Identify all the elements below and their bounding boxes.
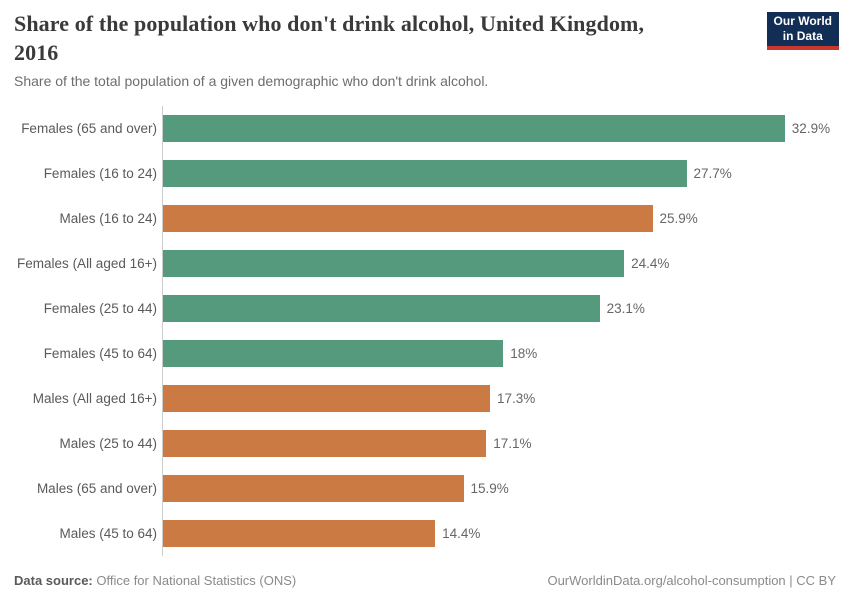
chart-row: Females (16 to 24) 27.7% [0, 151, 850, 196]
bar-track: 27.7% [162, 151, 850, 196]
category-label: Females (All aged 16+) [17, 256, 157, 271]
value-label: 17.1% [493, 436, 532, 451]
category-label: Males (All aged 16+) [32, 391, 157, 406]
category-label: Females (16 to 24) [43, 166, 157, 181]
bar-track: 24.4% [162, 241, 850, 286]
owid-logo-line1: Our World [773, 14, 832, 28]
bar-chart: Females (65 and over) 32.9% Females (16 to… [0, 106, 850, 556]
data-source-label: Data source: [14, 573, 93, 588]
data-source: Data source: Office for National Statist… [14, 573, 296, 588]
category-label: Males (45 to 64) [59, 526, 157, 541]
bar-track: 15.9% [162, 466, 850, 511]
chart-row: Females (25 to 44) 23.1% [0, 286, 850, 331]
chart-row: Males (65 and over) 15.9% [0, 466, 850, 511]
category-label: Females (25 to 44) [43, 301, 157, 316]
bar[interactable] [163, 385, 490, 412]
bar[interactable] [163, 295, 600, 322]
value-label: 32.9% [791, 121, 831, 136]
page-title-line2: 2016 [14, 40, 59, 65]
bar[interactable] [163, 430, 487, 457]
chart-row: Females (65 and over) 32.9% [0, 106, 850, 151]
chart-row: Males (16 to 24) 25.9% [0, 196, 850, 241]
category-label: Males (16 to 24) [59, 211, 157, 226]
category-label: Females (65 and over) [21, 121, 157, 136]
chart-row: Females (45 to 64) 18% [0, 331, 850, 376]
value-label: 15.9% [470, 481, 509, 496]
value-label: 24.4% [631, 256, 670, 271]
bar-track: 18% [162, 331, 850, 376]
bar[interactable] [163, 520, 436, 547]
value-label: 18% [510, 346, 538, 361]
page-title: Share of the population who don't drink … [14, 9, 644, 67]
value-label: 23.1% [606, 301, 645, 316]
bar-track: 17.1% [162, 421, 850, 466]
page-title-line1: Share of the population who don't drink … [14, 11, 645, 36]
chart-footer: Data source: Office for National Statist… [14, 573, 836, 588]
value-label: 27.7% [693, 166, 732, 181]
bar[interactable] [163, 340, 504, 367]
value-label: 14.4% [442, 526, 481, 541]
bar-track: 17.3% [162, 376, 850, 421]
chart-subtitle: Share of the total population of a given… [14, 73, 489, 89]
category-label: Males (25 to 44) [59, 436, 157, 451]
owid-logo-line2: in Data [782, 29, 823, 43]
category-label: Females (45 to 64) [43, 346, 157, 361]
owid-logo[interactable]: Our World in Data [766, 12, 839, 50]
chart-row: Females (All aged 16+) 24.4% [0, 241, 850, 286]
bar[interactable] [163, 475, 464, 502]
chart-row: Males (All aged 16+) 17.3% [0, 376, 850, 421]
data-source-text: Office for National Statistics (ONS) [92, 573, 297, 588]
bar[interactable] [163, 115, 785, 142]
bar-track: 25.9% [162, 196, 850, 241]
chart-row: Males (45 to 64) 14.4% [0, 511, 850, 556]
value-label: 25.9% [659, 211, 698, 226]
bar[interactable] [163, 205, 653, 232]
category-label: Males (65 and over) [36, 481, 157, 496]
credit-link[interactable]: OurWorldinData.org/alcohol-consumption |… [547, 573, 836, 588]
bar[interactable] [163, 250, 625, 277]
bar-track: 32.9% [162, 106, 850, 151]
value-label: 17.3% [496, 391, 536, 406]
bar-track: 14.4% [162, 511, 850, 556]
bar-track: 23.1% [162, 286, 850, 331]
chart-row: Males (25 to 44) 17.1% [0, 421, 850, 466]
bar[interactable] [163, 160, 687, 187]
